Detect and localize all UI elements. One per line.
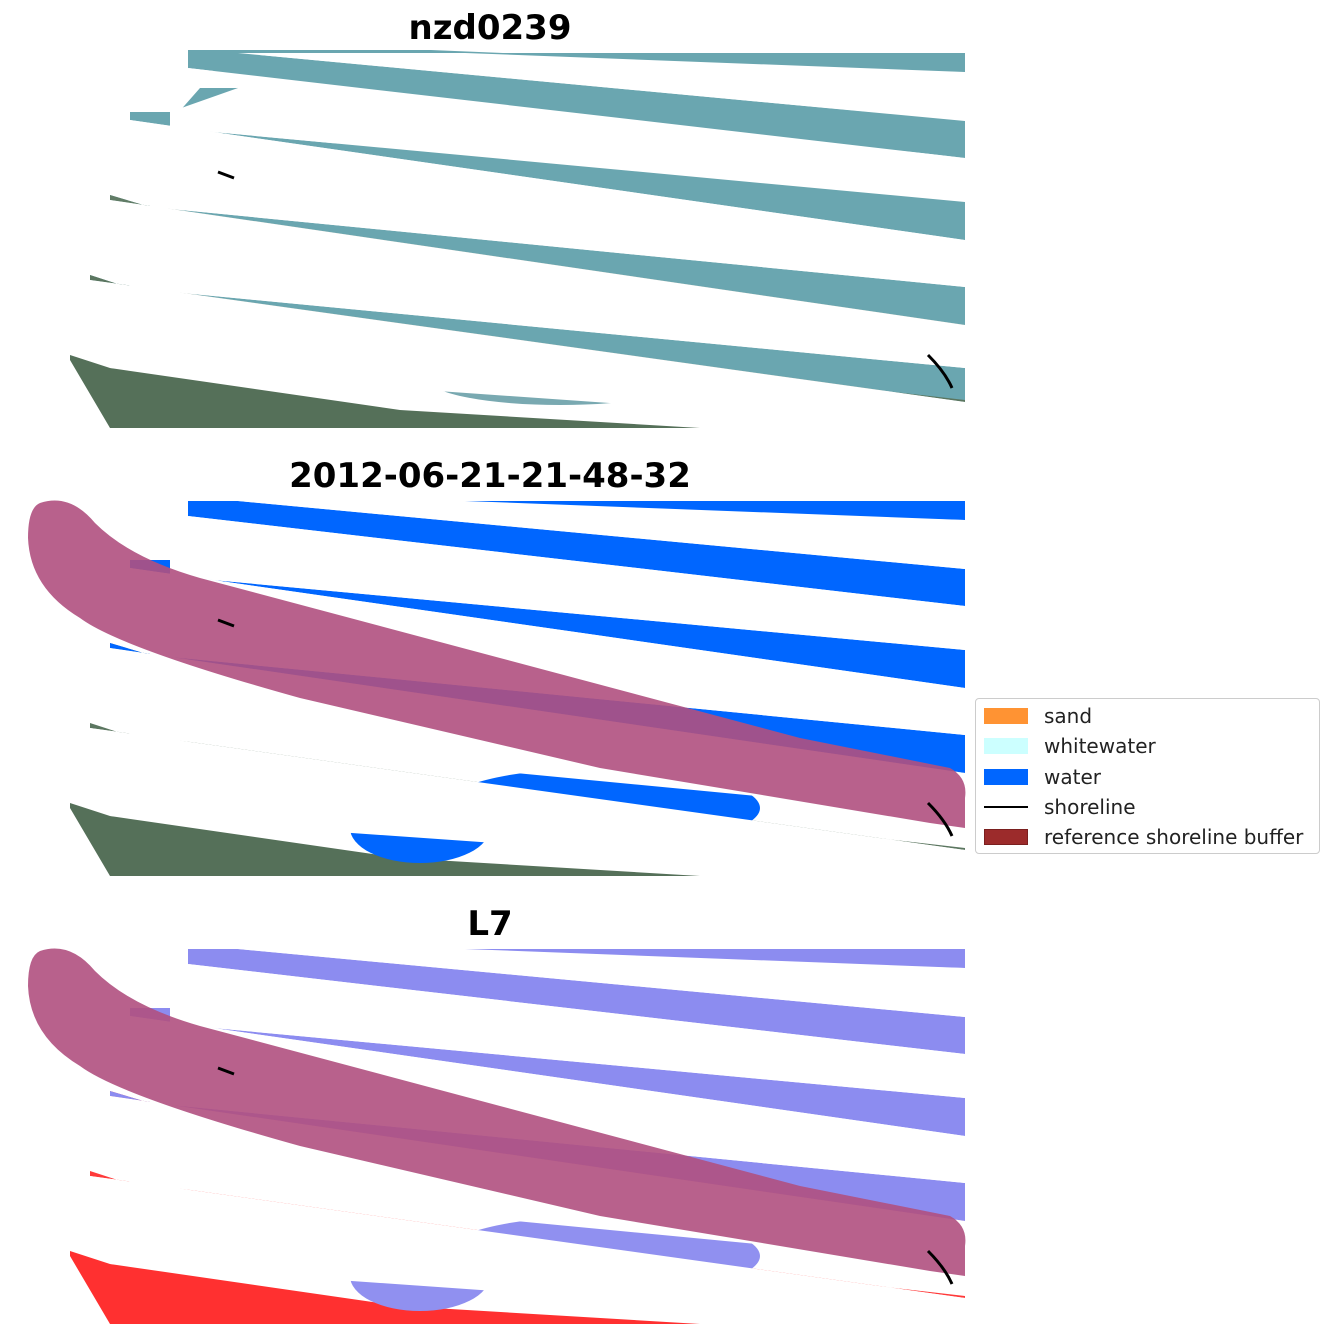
rgb-satellite-image (0, 50, 965, 430)
legend-swatch-buffer (984, 829, 1028, 845)
water-index-image (0, 946, 966, 1326)
legend-swatch-sand (984, 708, 1028, 724)
legend-line-shoreline (984, 806, 1028, 808)
legend-item-sand: sand (984, 704, 1092, 728)
legend-label: reference shoreline buffer (1044, 825, 1304, 849)
legend-item-shoreline: shoreline (984, 795, 1136, 819)
legend-item-whitewater: whitewater (984, 734, 1156, 758)
legend-swatch-water (984, 769, 1028, 785)
legend: sand whitewater water shoreline referenc… (975, 698, 1320, 854)
legend-label: water (1044, 765, 1101, 789)
panel-title-rgb: nzd0239 (408, 8, 572, 48)
legend-item-buffer: reference shoreline buffer (984, 825, 1303, 849)
legend-swatch-whitewater (984, 738, 1028, 754)
classified-image (0, 498, 966, 878)
legend-label: whitewater (1044, 734, 1156, 758)
legend-label: sand (1044, 704, 1093, 728)
legend-item-water: water (984, 765, 1101, 789)
legend-label: shoreline (1044, 795, 1136, 819)
panel-title-date: 2012-06-21-21-48-32 (289, 456, 691, 496)
panel-title-satellite: L7 (467, 904, 513, 944)
